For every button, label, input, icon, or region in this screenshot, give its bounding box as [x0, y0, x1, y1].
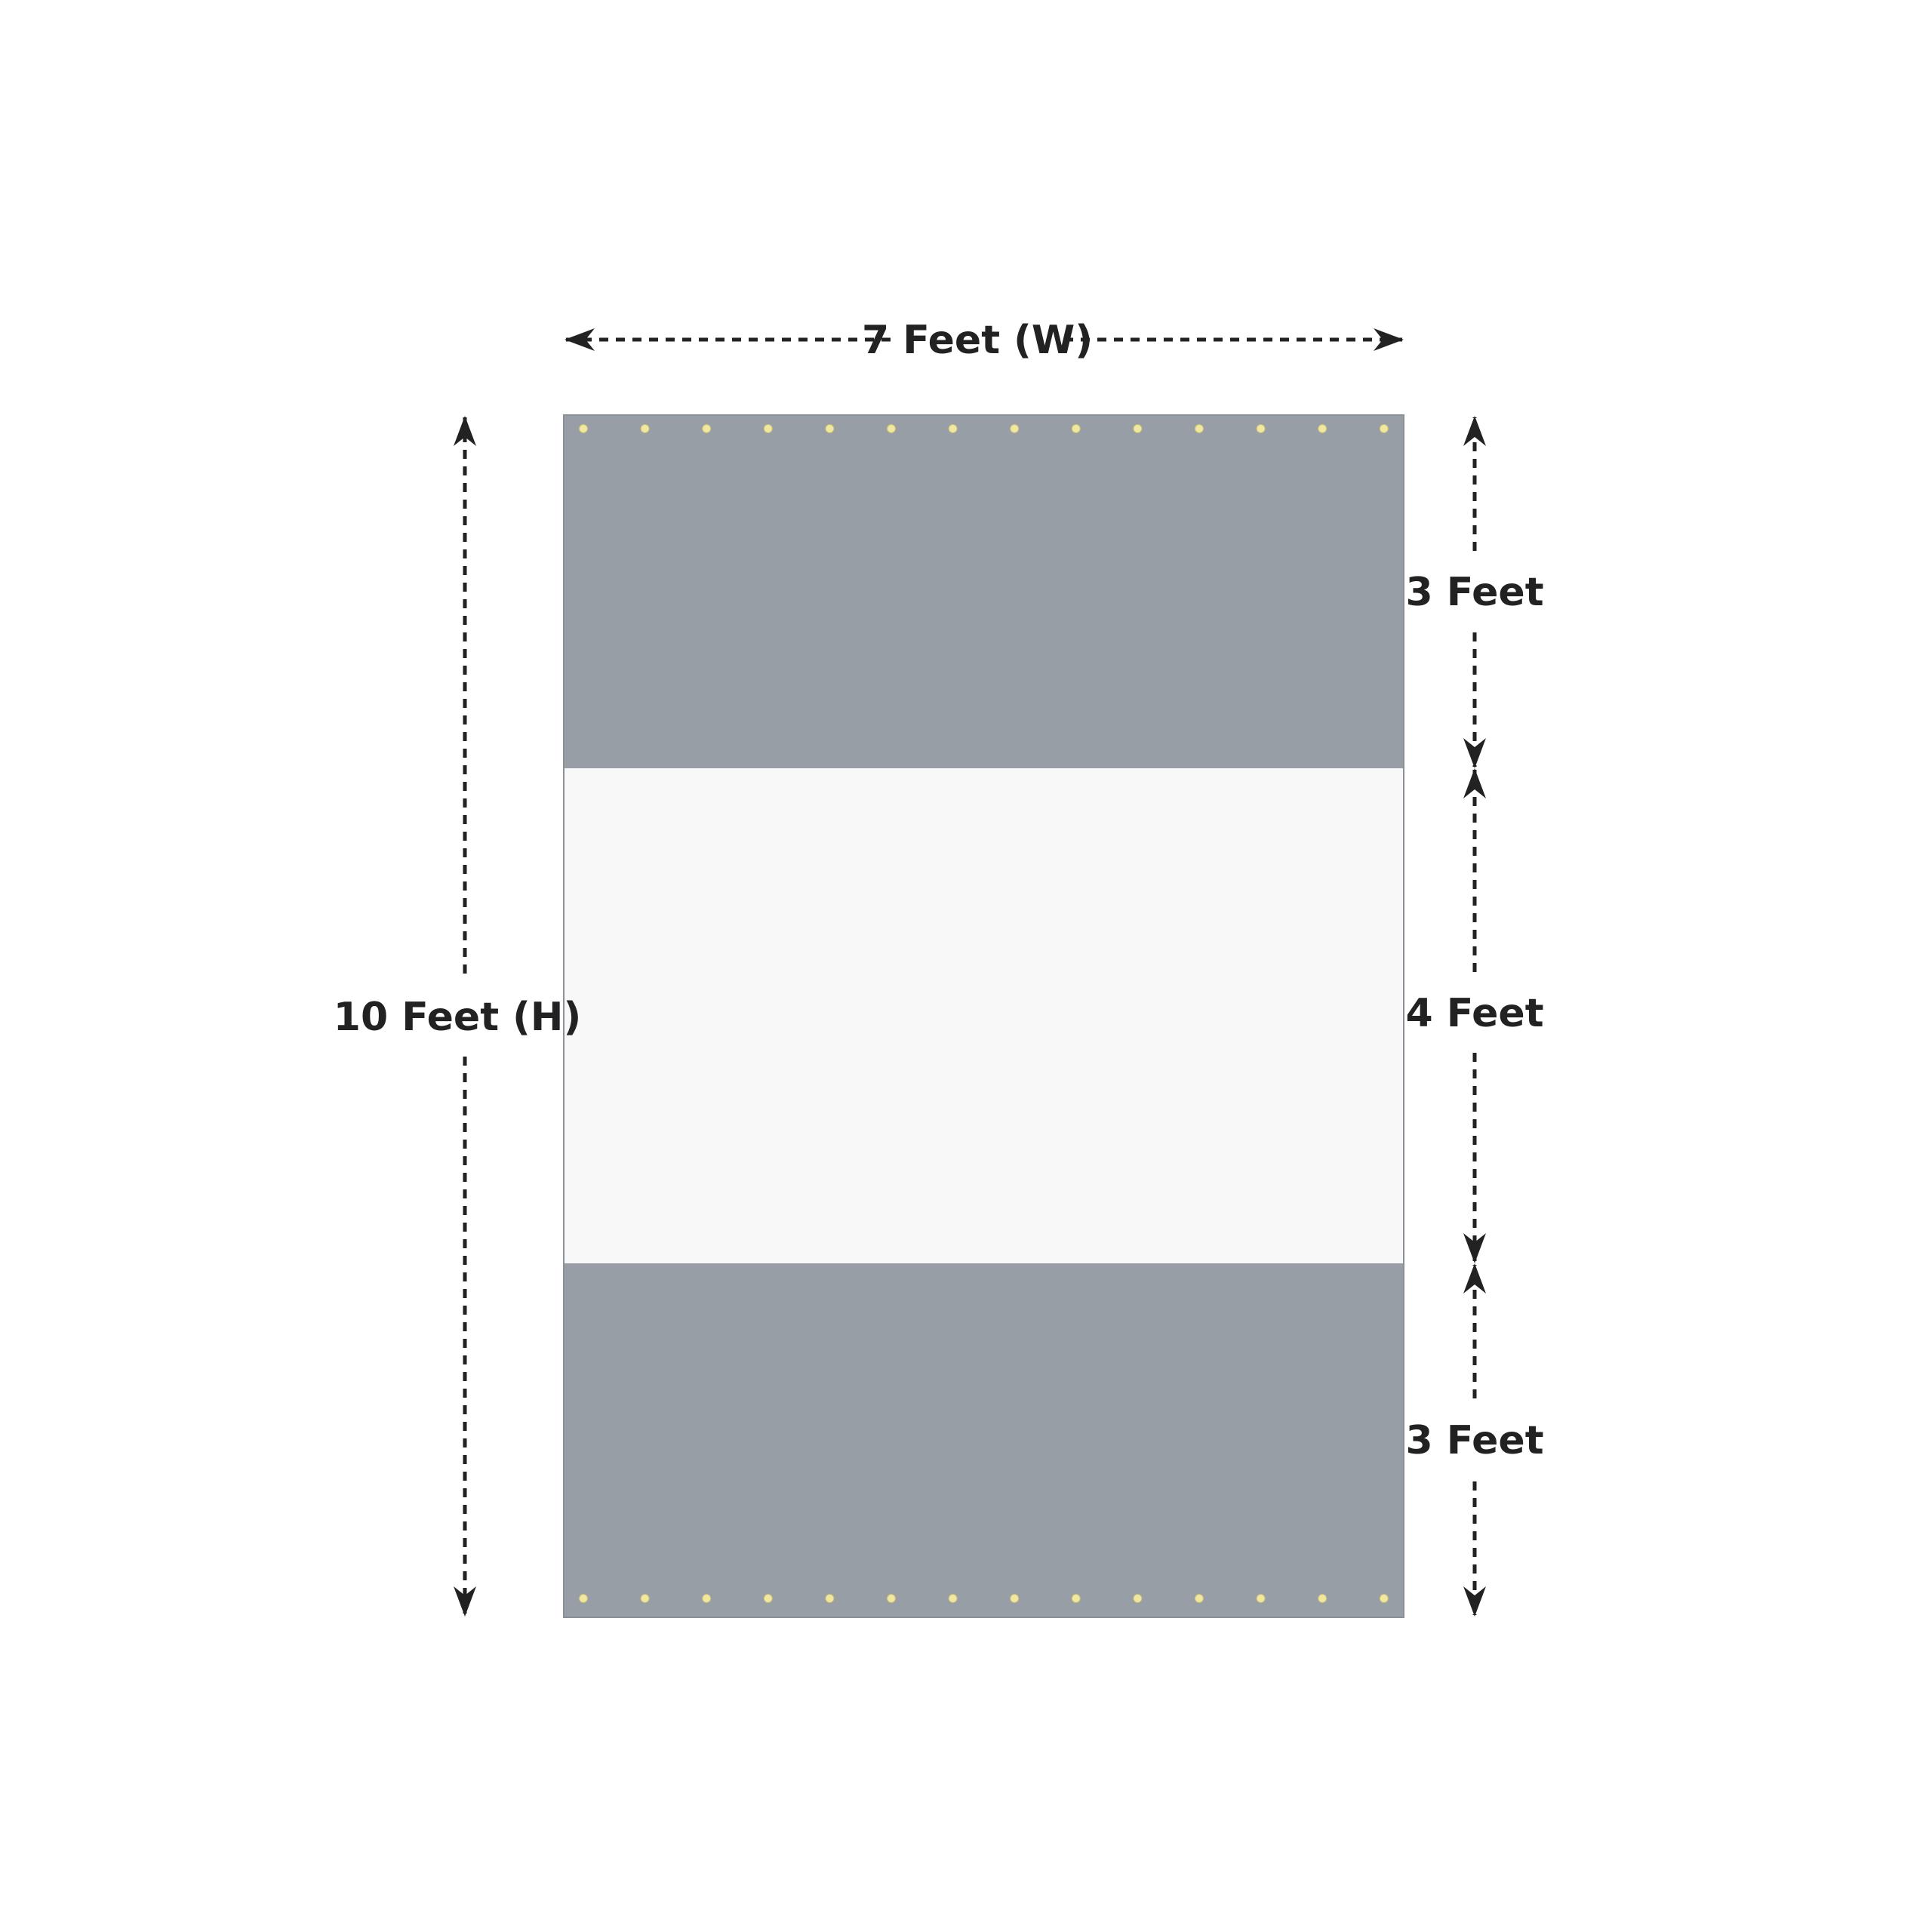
bottom-eyelet: [825, 1594, 835, 1603]
bottom-eyelet-row: [579, 1594, 1389, 1603]
bottom-eyelet: [640, 1594, 650, 1603]
top-eyelet: [1195, 424, 1204, 433]
top-eyelet: [948, 424, 958, 433]
middle-clear-band: [564, 768, 1404, 1263]
curtain-panel: [563, 414, 1404, 1618]
top-grey-band: [564, 415, 1404, 768]
bottom-section-label: 3 Feet: [1405, 1418, 1543, 1463]
top-eyelet: [1133, 424, 1143, 433]
bottom-eyelet: [579, 1594, 588, 1603]
middle-section-label: 4 Feet: [1405, 991, 1543, 1036]
height-label: 10 Feet (H): [334, 995, 581, 1040]
top-eyelet: [1256, 424, 1266, 433]
bottom-eyelet: [1071, 1594, 1081, 1603]
bottom-eyelet: [702, 1594, 712, 1603]
bottom-eyelet: [887, 1594, 896, 1603]
panel-outline: [563, 414, 1404, 1618]
bottom-eyelet: [1010, 1594, 1020, 1603]
bottom-eyelet: [1133, 1594, 1143, 1603]
bottom-eyelet: [763, 1594, 773, 1603]
top-eyelet: [1010, 424, 1020, 433]
bottom-eyelet: [1379, 1594, 1389, 1603]
top-eyelet: [887, 424, 896, 433]
top-eyelet: [1071, 424, 1081, 433]
top-eyelet: [1379, 424, 1389, 433]
bottom-eyelet: [1195, 1594, 1204, 1603]
section-dimensions: 3 Feet 4 Feet 3 Feet: [1405, 416, 1544, 1617]
top-eyelet: [640, 424, 650, 433]
bottom-eyelet: [948, 1594, 958, 1603]
top-eyelet: [579, 424, 588, 433]
top-eyelet: [1318, 424, 1327, 433]
top-eyelet: [702, 424, 712, 433]
bottom-eyelet: [1318, 1594, 1327, 1603]
width-label: 7 Feet (W): [862, 318, 1093, 363]
top-eyelet: [763, 424, 773, 433]
width-dimension: 7 Feet (W): [565, 318, 1404, 363]
top-eyelet-row: [579, 424, 1389, 433]
bottom-grey-band: [564, 1263, 1404, 1617]
bottom-eyelet: [1256, 1594, 1266, 1603]
top-section-label: 3 Feet: [1405, 570, 1543, 615]
top-eyelet: [825, 424, 835, 433]
height-dimension: 10 Feet (H): [334, 416, 581, 1617]
